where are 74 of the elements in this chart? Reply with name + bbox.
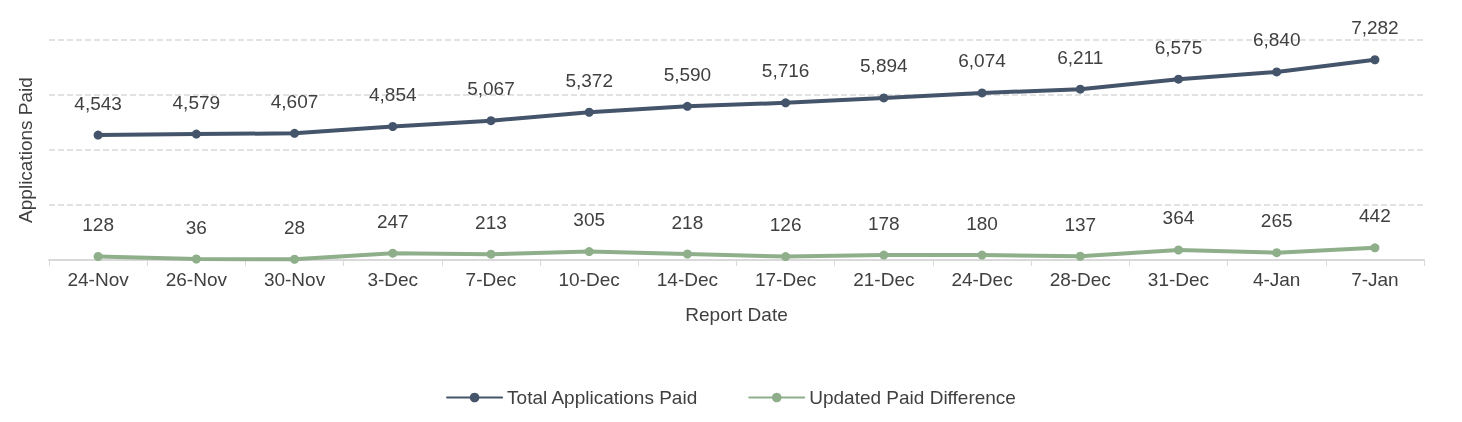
data-label: 5,894 [860,55,909,77]
x-tick-label: 10-Dec [558,269,620,290]
data-label: 4,579 [172,91,221,113]
data-label: 213 [475,211,507,233]
point [1173,245,1183,255]
data-label: 305 [573,209,606,231]
data-label: 180 [966,212,998,234]
x-tick-label: 14-Dec [656,269,719,290]
data-label: 36 [185,216,207,238]
data-label: 6,211 [1057,46,1104,68]
x-axis-title: Report Date [685,304,788,325]
data-label: 5,067 [467,78,515,100]
point [290,254,300,264]
point [682,249,692,259]
point [290,128,300,138]
data-label: 7,282 [1351,17,1399,39]
point [977,88,987,98]
data-label: 28 [283,216,306,238]
data-label: 6,840 [1252,29,1301,51]
point [879,93,889,103]
point [1370,55,1380,65]
point [1272,67,1282,77]
data-label: 4,854 [368,84,417,106]
point [93,251,103,261]
data-label: 5,372 [565,69,613,91]
point [584,247,594,257]
x-tick-label: 3-Dec [367,269,419,290]
x-tick-label: 17-Dec [754,269,817,290]
data-label: 5,590 [663,63,712,85]
data-label: 364 [1162,207,1195,229]
data-label: 247 [376,210,409,232]
x-tick-label: 21-Dec [853,269,915,290]
point [388,248,398,258]
x-tick-label: 7-Jan [1351,269,1399,290]
data-label: 178 [867,212,900,234]
data-label: 265 [1260,210,1293,232]
point [93,130,103,140]
point [1272,248,1282,258]
x-tick-label: 31-Dec [1147,269,1210,290]
data-label: 5,716 [761,60,810,82]
point [977,250,987,260]
data-label: 137 [1064,213,1097,235]
legend-label: Total Applications Paid [507,387,698,408]
point [486,249,496,259]
data-label: 128 [82,213,114,235]
x-tick-label: 4-Jan [1252,269,1301,290]
point [1173,74,1183,84]
point [1075,251,1085,261]
point [682,101,692,111]
point [584,107,594,117]
point [781,252,791,262]
data-label: 442 [1359,205,1391,227]
x-tick-label: 28-Dec [1049,269,1111,290]
x-tick-label: 30-Nov [263,269,326,290]
x-tick-label: 24-Nov [67,269,130,290]
point [1370,243,1380,253]
legend-label: Updated Paid Difference [809,387,1016,408]
x-tick-label: 7-Dec [465,269,517,290]
point [486,116,496,126]
data-label: 6,575 [1154,36,1203,58]
data-label: 126 [769,214,802,236]
data-label: 218 [671,211,704,233]
data-label: 6,074 [958,50,1007,72]
data-label: 4,543 [74,92,122,114]
point [191,254,201,264]
x-tick-label: 26-Nov [165,269,228,290]
point [191,129,201,139]
y-axis-title: Applications Paid [15,77,36,223]
point [1075,84,1085,94]
point [879,250,889,260]
data-label: 4,607 [270,90,319,112]
x-tick-label: 24-Dec [951,269,1013,290]
point [388,122,398,132]
point [781,98,791,108]
